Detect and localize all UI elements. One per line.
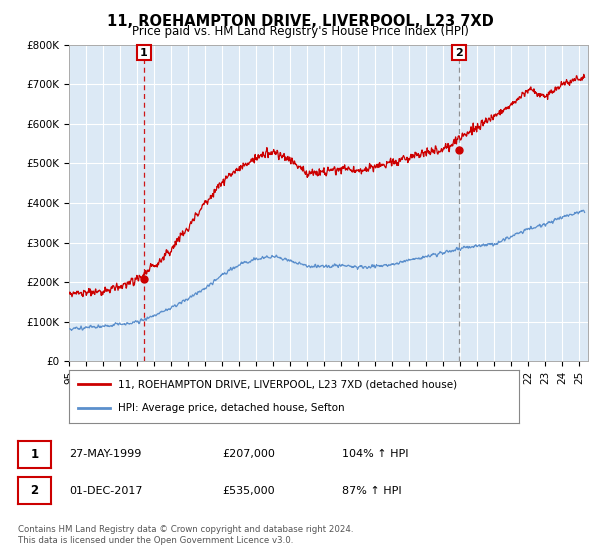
Text: 87% ↑ HPI: 87% ↑ HPI [342,486,401,496]
Text: 11, ROEHAMPTON DRIVE, LIVERPOOL, L23 7XD: 11, ROEHAMPTON DRIVE, LIVERPOOL, L23 7XD [107,14,493,29]
Text: 27-MAY-1999: 27-MAY-1999 [69,449,142,459]
Text: £207,000: £207,000 [222,449,275,459]
Text: 11, ROEHAMPTON DRIVE, LIVERPOOL, L23 7XD (detached house): 11, ROEHAMPTON DRIVE, LIVERPOOL, L23 7XD… [119,380,458,390]
Text: £535,000: £535,000 [222,486,275,496]
Text: 2: 2 [455,48,463,58]
Text: Contains HM Land Registry data © Crown copyright and database right 2024.
This d: Contains HM Land Registry data © Crown c… [18,525,353,545]
Text: 2: 2 [31,484,38,497]
Text: 1: 1 [140,48,148,58]
Text: HPI: Average price, detached house, Sefton: HPI: Average price, detached house, Seft… [119,403,345,413]
Text: 104% ↑ HPI: 104% ↑ HPI [342,449,409,459]
Text: Price paid vs. HM Land Registry's House Price Index (HPI): Price paid vs. HM Land Registry's House … [131,25,469,38]
Text: 01-DEC-2017: 01-DEC-2017 [69,486,143,496]
Text: 1: 1 [31,447,38,461]
